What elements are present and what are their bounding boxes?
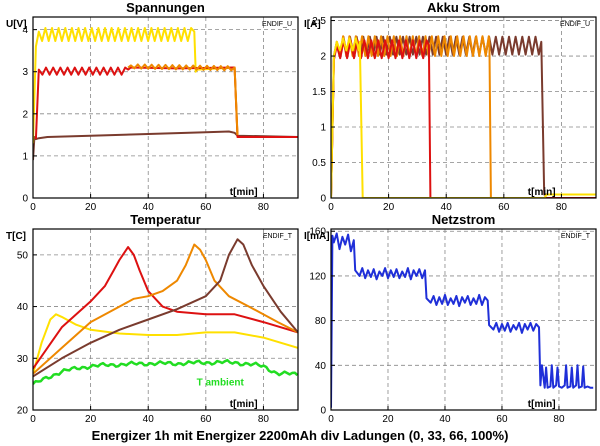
chart-panel-1: 0 20 40 60 80 0 1 2 3 4 Spannungen ENDIF_U U[V] t[min… (6, 0, 299, 213)
y-axis-label: I[A] (304, 19, 321, 30)
x-tick-label: 40 (439, 414, 451, 425)
x-tick-label: 20 (382, 414, 394, 425)
chart-title: Akku Strom (427, 0, 500, 15)
x-axis-label: t[min] (230, 187, 258, 198)
plot-area (33, 17, 298, 198)
y-tick-label: 20 (17, 406, 29, 417)
series-line-3 (33, 246, 298, 370)
x-tick-label: 60 (200, 202, 212, 213)
y-tick-label: 120 (309, 271, 326, 282)
x-axis-label: t[min] (528, 399, 556, 410)
y-tick-label: 0 (320, 194, 326, 205)
y-tick-label: 30 (17, 354, 29, 365)
annotation-label: T ambient (197, 378, 245, 389)
y-tick-label: 0 (22, 194, 28, 205)
series-line-4 (33, 243, 298, 375)
x-tick-label: 40 (441, 202, 453, 213)
series-line-4 (127, 63, 239, 135)
y-tick-label: 2 (320, 52, 326, 63)
y-tick-label: 4 (22, 25, 28, 36)
x-tick-label: 60 (498, 202, 510, 213)
series-line-1 (33, 358, 298, 385)
chart-tag: ENDIF_T (263, 233, 293, 240)
series-group (33, 27, 298, 161)
series-line-2 (33, 27, 298, 144)
series-line-3 (34, 66, 298, 140)
y-tick-label: 0.5 (312, 158, 326, 169)
series-line-2 (33, 313, 298, 375)
x-tick-label: 0 (328, 202, 334, 213)
y-tick-label: 50 (17, 250, 29, 261)
y-tick-label: 3 (22, 67, 28, 78)
y-axis-label: U[V] (6, 19, 27, 30)
chart-panel-4: 0 20 40 60 80 0 40 80 120 160 Netzstrom ENDIF_T I[mA… (304, 212, 597, 425)
x-tick-label: 60 (496, 414, 508, 425)
plot-frame (32, 228, 299, 411)
plot-frame (330, 16, 597, 199)
series-group (331, 35, 596, 198)
y-tick-label: 160 (309, 227, 326, 238)
x-axis-label: t[min] (230, 399, 258, 410)
x-tick-label: 80 (258, 202, 270, 213)
y-axis-label: I[mA] (304, 231, 330, 242)
x-tick-label: 60 (200, 414, 212, 425)
series-line-3 (331, 39, 596, 198)
chart-panel-2: 0 20 40 60 80 0 0.5 1 1.5 2 2.5 Akku Strom ENDIF_U I[… (304, 0, 597, 213)
y-tick-label: 1.5 (312, 87, 326, 98)
x-tick-label: 80 (553, 414, 565, 425)
x-tick-label: 80 (556, 202, 568, 213)
series-line-4 (331, 37, 596, 198)
y-tick-label: 40 (17, 302, 29, 313)
chart-tag: ENDIF_U (262, 21, 292, 28)
x-tick-label: 20 (85, 202, 97, 213)
plot-frame (330, 228, 597, 411)
x-tick-label: 20 (85, 414, 97, 425)
figure-caption: Energizer 1h mit Energizer 2200mAh div L… (91, 428, 509, 443)
y-tick-label: 1 (22, 151, 28, 162)
x-axis-label: t[min] (528, 187, 556, 198)
series-line-5 (33, 238, 298, 378)
y-axis-label: T[C] (6, 231, 26, 242)
x-tick-label: 0 (328, 414, 334, 425)
series-line-1 (331, 232, 594, 408)
y-tick-label: 2.5 (312, 16, 326, 27)
y-tick-label: 1 (320, 123, 326, 134)
x-tick-label: 40 (143, 414, 155, 425)
y-tick-label: 80 (315, 316, 327, 327)
chart-panel-3: 0 20 40 60 8020304050TemperaturENDIF_TT[C]t[… (6, 212, 299, 425)
plot-area (33, 229, 298, 410)
chart-tag: ENDIF_T (561, 233, 591, 240)
chart-title: Spannungen (126, 0, 205, 15)
series-group (331, 232, 594, 408)
x-tick-label: 40 (143, 202, 155, 213)
y-tick-label: 40 (315, 361, 327, 372)
plot-frame (32, 16, 299, 199)
x-tick-label: 0 (30, 202, 36, 213)
series-group (33, 238, 298, 385)
chart-tag: ENDIF_U (560, 21, 590, 28)
x-tick-label: 0 (30, 414, 36, 425)
chart-title: Temperatur (130, 212, 201, 227)
x-tick-label: 80 (258, 414, 270, 425)
chart-title: Netzstrom (432, 212, 496, 227)
x-tick-label: 20 (383, 202, 395, 213)
y-tick-label: 0 (320, 406, 326, 417)
y-tick-label: 2 (22, 109, 28, 120)
